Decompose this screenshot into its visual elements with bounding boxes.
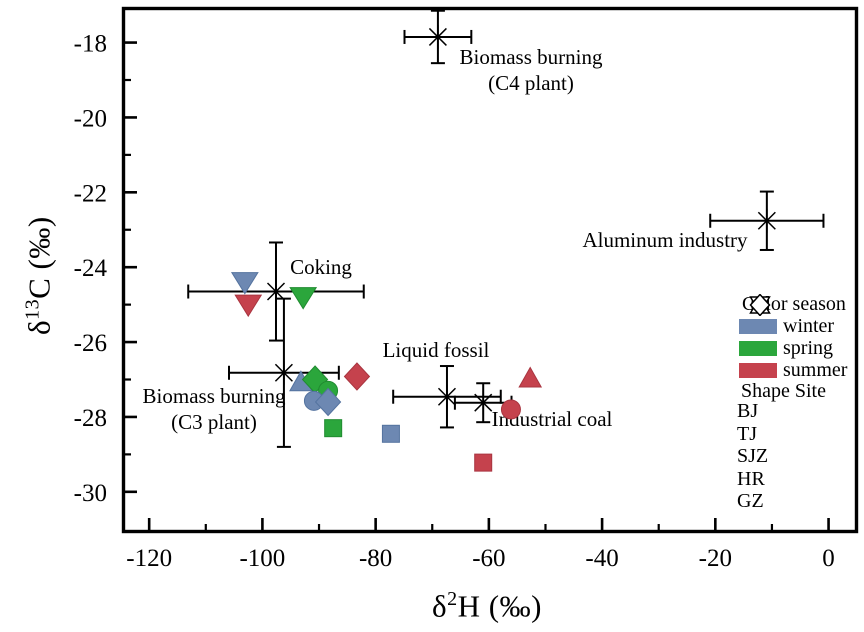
legend-site-label: SJZ [737, 445, 769, 468]
source-point-liquid-fossil: Liquid fossil [383, 338, 502, 429]
marker-bj-spring [324, 419, 343, 438]
marker-gz-winter [314, 387, 342, 417]
y-axis-rest: C (‰) [21, 216, 57, 299]
legend-season-winter: winter [733, 315, 863, 337]
source-label: Biomass burning [460, 45, 603, 69]
legend-glyph [749, 294, 771, 316]
legend-season-spring: spring [733, 337, 863, 359]
legend-season-label: spring [783, 337, 833, 359]
marker-sjz-summer [518, 366, 543, 388]
x-tick-label: -20 [699, 545, 732, 572]
x-tick-label: 0 [822, 545, 835, 572]
source-point-biomass-burning-c3-plant-: Biomass burning(C3 plant) [143, 297, 340, 448]
marker-hr-summer [234, 294, 263, 318]
source-label: Biomass burning [143, 384, 286, 408]
plot-border [121, 6, 859, 534]
marker-bj-summer [474, 453, 493, 472]
x-tick-label: -100 [239, 545, 285, 572]
chart-legend: Color season winter spring summer Shape Si… [733, 294, 863, 513]
legend-site-sjz: SJZ [733, 294, 863, 468]
y-axis-superscript: 13 [21, 298, 44, 320]
x-tick-label: -40 [585, 545, 618, 572]
legend-site-hr: HR [733, 296, 863, 491]
x-axis-rest: H (‰) [457, 588, 542, 624]
legend-season-label: winter [783, 315, 835, 337]
legend-site-label: BJ [737, 400, 759, 423]
marker-gz-summer [343, 362, 371, 391]
source-point-biomass-burning-c4-plant-: Biomass burning(C4 plant) [403, 9, 603, 95]
y-axis-delta: δ [21, 319, 57, 336]
source-point-aluminum-industry: Aluminum industry [582, 190, 825, 252]
source-label: (C3 plant) [171, 410, 257, 434]
y-tick-label: -22 [74, 180, 107, 207]
legend-season-rows: winter spring summer [733, 315, 863, 381]
legend-site-label: HR [737, 467, 765, 490]
marker-hr-spring [289, 287, 318, 310]
legend-shape-header: Shape Site [741, 380, 826, 402]
source-label: Liquid fossil [383, 338, 490, 362]
legend-swatch-summer [739, 362, 777, 378]
legend-swatch-spring [739, 340, 777, 356]
y-tick-label: -28 [74, 405, 107, 432]
y-tick-label: -24 [74, 255, 108, 282]
source-label: Coking [290, 255, 352, 279]
legend-swatch-winter [739, 318, 777, 334]
source-marker-star [274, 363, 293, 382]
source-marker-star [757, 211, 776, 230]
legend-season-summer: summer [733, 359, 863, 381]
marker-bj-winter [381, 424, 400, 443]
y-axis-title: δ13C (‰) [12, 126, 59, 426]
legend-site-label: TJ [737, 422, 757, 445]
diamond-icon [749, 294, 771, 316]
y-tick-label: -18 [74, 31, 107, 58]
legend-site-rows: BJ TJ SJZ HR GZ [733, 294, 863, 513]
marker-hr-winter [230, 272, 259, 295]
x-tick-label: -80 [359, 545, 392, 572]
source-marker-star [437, 387, 457, 406]
x-axis-superscript: 2 [447, 588, 458, 610]
legend-season-label: summer [783, 359, 848, 381]
marker-tj-summer [500, 399, 521, 420]
x-tick-label: -120 [126, 545, 172, 572]
legend-site-bj: BJ [733, 296, 863, 423]
source-label: Aluminum industry [582, 228, 748, 252]
source-marker-star [474, 393, 493, 412]
legend-site-label: GZ [737, 490, 764, 513]
source-label: (C4 plant) [488, 71, 574, 95]
x-axis-title: δ2H (‰) [337, 578, 637, 627]
legend-site-tj: TJ [733, 296, 863, 446]
x-axis-delta: δ [432, 588, 448, 624]
y-tick-label: -30 [74, 480, 107, 507]
legend-site-gz: GZ [733, 294, 863, 513]
x-tick-label: -60 [472, 545, 505, 572]
source-point-coking: Coking [187, 241, 365, 342]
y-tick-label: -20 [74, 105, 107, 132]
source-point-industrial-coal: Industrial coal [453, 382, 613, 431]
source-marker-star [428, 27, 447, 46]
y-tick-label: -26 [74, 330, 107, 357]
source-marker-star [266, 282, 286, 301]
